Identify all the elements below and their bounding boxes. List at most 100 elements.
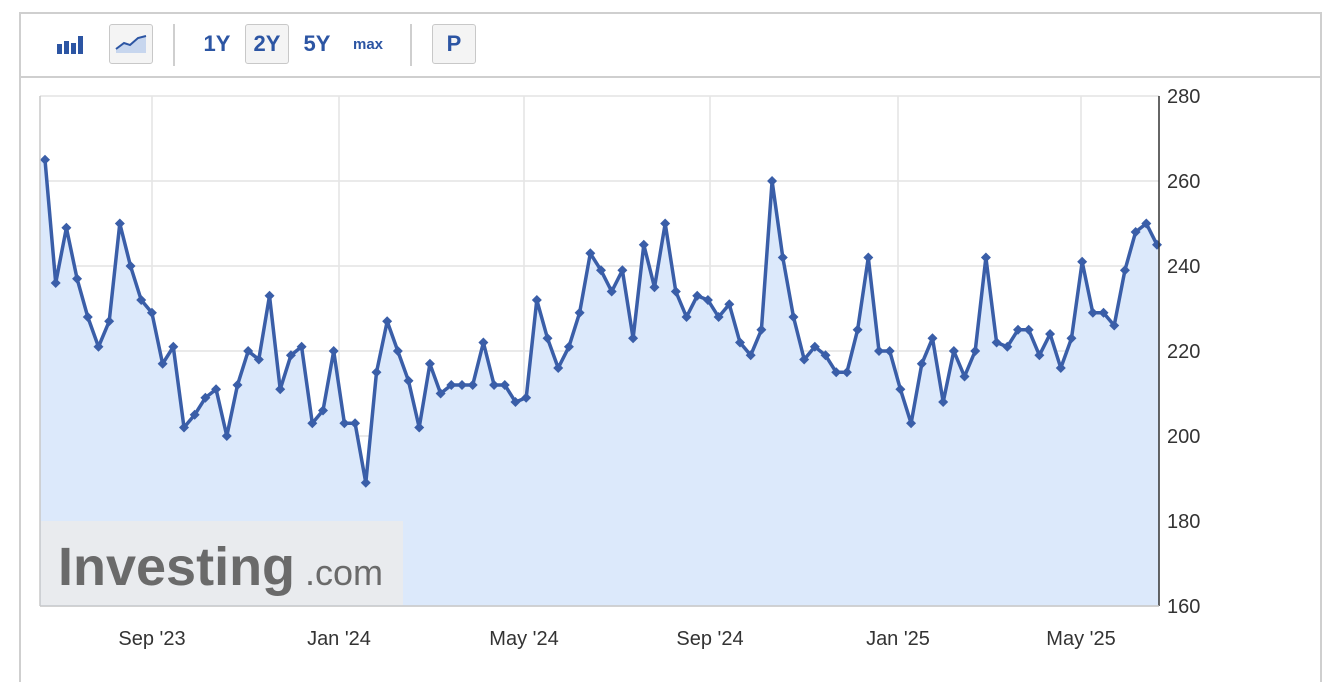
data-point [820, 350, 831, 361]
data-point [360, 477, 371, 488]
data-point [841, 367, 852, 378]
data-point [72, 273, 83, 284]
data-point [1066, 333, 1077, 344]
x-tick-label: May '25 [1046, 628, 1115, 650]
data-point [1023, 324, 1034, 335]
data-point [1077, 256, 1088, 267]
data-point [927, 333, 938, 344]
y-tick-label: 280 [1167, 86, 1200, 108]
area-fill [40, 159, 1159, 607]
x-tick-label: May '24 [489, 628, 558, 650]
range-5y-button[interactable]: 5Y [303, 31, 331, 56]
watermark-background [41, 521, 403, 605]
data-point [916, 358, 927, 369]
data-point [906, 418, 917, 429]
data-point [670, 286, 681, 297]
data-point [40, 154, 50, 165]
data-points [40, 154, 1162, 488]
data-point [510, 397, 521, 407]
line-chart-button[interactable] [109, 24, 153, 64]
data-point [735, 337, 745, 348]
data-point [745, 350, 756, 361]
y-tick-label: 260 [1167, 171, 1200, 193]
data-point [884, 346, 895, 356]
data-point [788, 312, 799, 322]
data-point [553, 363, 564, 373]
data-point [264, 290, 275, 301]
data-point [243, 346, 254, 356]
data-point [970, 346, 981, 356]
watermark-brand: Investing [58, 537, 295, 597]
data-point [724, 299, 735, 310]
x-axis-ticks: Sep '23 Jan '24 May '24 Sep '24 Jan '25 May '… [118, 628, 1115, 650]
data-point [93, 341, 104, 352]
data-point [61, 222, 72, 233]
data-point [895, 384, 906, 395]
data-point [296, 341, 307, 352]
data-point [542, 333, 553, 344]
y-tick-label: 180 [1167, 511, 1200, 533]
data-point [200, 392, 211, 403]
toolbar-separator [173, 24, 175, 66]
data-point [318, 405, 328, 416]
data-point [596, 265, 606, 276]
data-point [489, 380, 500, 390]
y-tick-label: 220 [1167, 341, 1200, 363]
data-point [980, 252, 991, 263]
data-point [1087, 307, 1098, 318]
data-point [521, 392, 532, 403]
data-point [125, 261, 136, 271]
data-point [617, 265, 628, 276]
data-point [339, 418, 350, 429]
data-point [114, 218, 125, 229]
data-point [1119, 265, 1130, 276]
data-point [499, 380, 510, 390]
data-point [649, 282, 660, 293]
data-point [1034, 350, 1045, 361]
data-point [692, 290, 703, 301]
toolbar-separator [410, 24, 412, 66]
range-max-button[interactable]: max [352, 35, 384, 53]
data-point [1002, 341, 1013, 352]
data-point [1013, 324, 1023, 335]
y-tick-label: 200 [1167, 426, 1200, 448]
data-point [168, 341, 179, 352]
data-point [392, 346, 403, 356]
period-p-button[interactable]: P [432, 24, 476, 64]
data-point [232, 380, 243, 390]
range-2y-button[interactable]: 2Y [245, 24, 289, 64]
data-point [606, 286, 617, 297]
data-point [435, 388, 446, 399]
data-point [371, 367, 382, 378]
data-point [189, 409, 200, 420]
x-tick-label: Sep '24 [676, 628, 743, 650]
data-point [446, 380, 457, 390]
bar-chart-button[interactable] [51, 24, 91, 64]
x-tick-label: Jan '25 [866, 628, 930, 650]
data-point [777, 252, 788, 263]
data-point [574, 307, 585, 318]
data-point [104, 316, 115, 327]
data-point [457, 380, 467, 390]
data-point [809, 341, 820, 352]
data-point [1109, 320, 1120, 331]
data-point [681, 312, 692, 322]
range-1y-button[interactable]: 1Y [203, 31, 231, 56]
data-point [403, 375, 414, 386]
data-point [275, 384, 286, 395]
data-point [82, 312, 93, 322]
data-point [948, 346, 959, 356]
y-tick-label: 160 [1167, 596, 1200, 618]
data-point [414, 422, 425, 433]
data-point [146, 307, 157, 318]
data-point [285, 350, 296, 361]
y-axis-ticks: 280 260 240 220 200 180 160 [1167, 86, 1200, 618]
data-point [863, 252, 874, 263]
data-point [531, 295, 542, 305]
data-point [628, 333, 639, 344]
data-point [767, 176, 778, 186]
data-point [831, 367, 842, 378]
data-point [713, 312, 724, 322]
data-point [1141, 218, 1152, 229]
